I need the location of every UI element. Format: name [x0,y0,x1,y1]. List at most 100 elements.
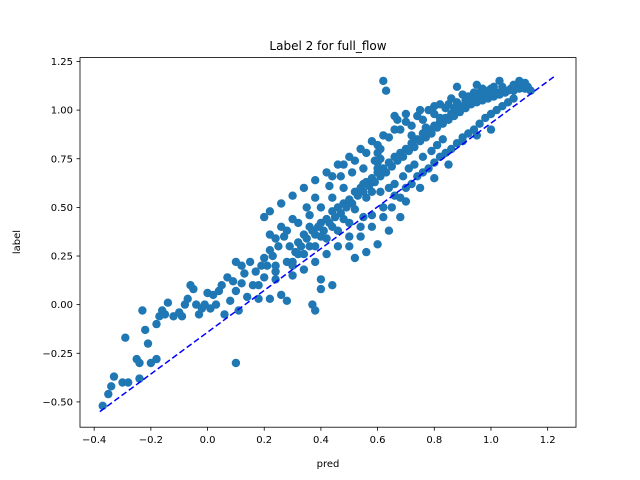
data-point [325,181,334,191]
x-tick-label: −0.4 [82,435,106,446]
data-point [302,234,311,243]
data-point [277,222,286,231]
data-point [104,389,113,399]
y-tick-label: 0.75 [51,154,73,165]
data-point [362,193,371,202]
y-axis: −0.50 −0.25 0.00 0.25 0.50 0.75 1.00 1.25 [42,57,80,408]
data-point [251,267,260,276]
data-point [498,102,507,111]
data-point [498,82,507,92]
data-point [464,129,473,138]
data-point [379,76,388,86]
data-point [415,183,425,193]
data-point [107,382,116,391]
data-point [231,358,241,368]
data-point [143,339,153,348]
data-point [231,286,241,296]
data-point [444,160,453,169]
data-point [316,203,326,212]
data-point [333,242,343,251]
data-point [432,140,442,150]
data-point [271,275,280,284]
data-point [435,113,445,123]
data-point [260,273,269,282]
data-point [316,275,326,284]
data-point [438,135,447,144]
data-point [362,247,371,257]
plot-frame [79,57,577,428]
data-point [311,193,320,202]
data-point [526,86,535,95]
data-point [299,265,309,274]
data-point [356,222,365,231]
data-point [316,284,326,294]
data-point [381,168,391,177]
data-point [421,123,430,132]
data-point [396,212,405,222]
data-point [415,105,425,115]
data-point [302,203,311,212]
data-point [328,281,337,290]
y-tick-label: 0.50 [51,203,73,214]
data-point [486,109,496,119]
data-point [384,133,394,142]
data-point [274,242,283,251]
data-point [452,82,462,92]
data-point [260,212,269,222]
data-point [262,261,272,270]
data-point [311,242,320,251]
data-point [401,197,411,206]
x-tick-label: 0.6 [370,435,386,446]
data-point [243,292,252,302]
data-point [299,249,309,259]
data-point [277,199,286,208]
data-point [152,319,161,329]
data-point [271,267,280,276]
data-point [288,214,297,224]
data-point [430,174,439,183]
data-point [177,312,187,321]
data-point [345,242,354,251]
data-point [160,310,170,319]
data-point [121,333,130,342]
data-point [509,94,518,103]
data-point [265,230,275,239]
data-point [347,168,357,177]
data-point [217,281,226,290]
data-point [322,234,331,243]
data-point [441,148,450,158]
data-point [245,257,255,267]
y-tick-label: 0.00 [51,300,73,311]
data-point [328,172,337,181]
data-point [350,253,360,263]
data-point [285,242,294,251]
y-tick-label: −0.25 [42,349,73,360]
data-point [152,354,161,364]
data-point [398,152,408,161]
data-point [356,232,365,241]
x-tick-label: 1.0 [483,435,499,446]
data-point [220,310,229,319]
scatter-points [98,76,535,410]
x-tick-label: 0.0 [200,435,216,446]
data-point [520,78,530,88]
data-point [305,211,314,220]
data-point [265,207,275,216]
data-point [254,281,263,290]
data-point [427,146,436,156]
data-point [359,179,368,189]
data-point [228,277,238,286]
data-point [345,218,354,228]
data-point [138,306,147,315]
y-axis-label: label [12,230,23,254]
data-point [124,378,133,387]
data-point [268,251,277,261]
data-point [211,300,221,309]
x-tick-label: 0.8 [426,435,442,446]
data-point [407,121,416,130]
y-tick-label: −0.50 [42,397,73,408]
data-point [135,374,144,383]
data-point [486,125,496,134]
data-point [472,80,481,90]
data-point [407,131,416,140]
